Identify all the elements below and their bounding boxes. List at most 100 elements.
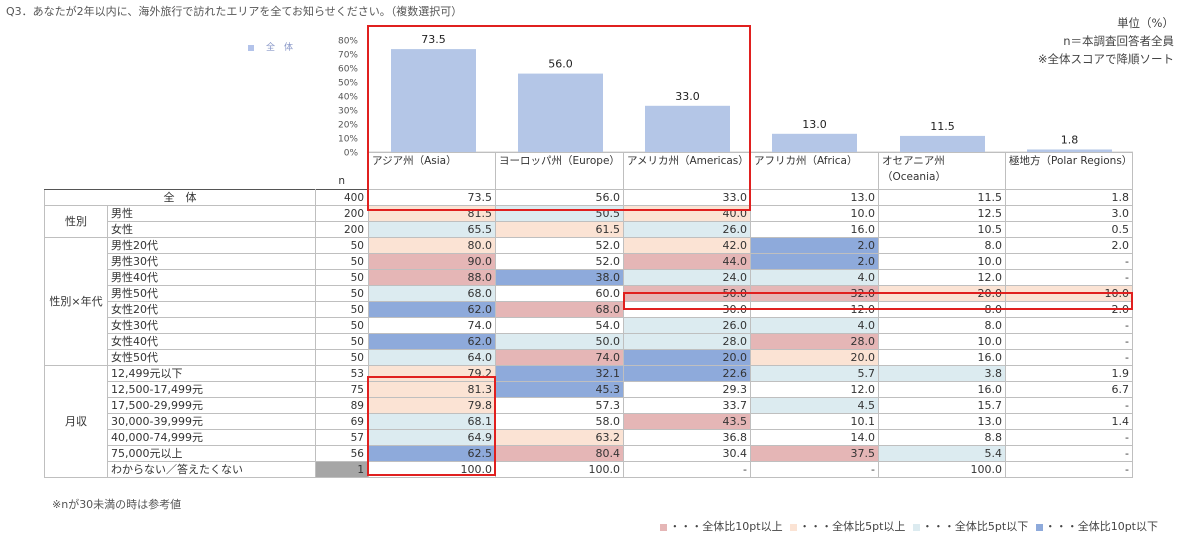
value-cell: 13.0: [878, 413, 1006, 430]
value-cell: 38.0: [495, 269, 624, 286]
value-cell: 56.0: [495, 189, 624, 206]
row-n: 50: [315, 285, 369, 302]
row-n: 50: [315, 349, 369, 366]
value-cell: 2.0: [750, 237, 879, 254]
legend-swatch: [248, 44, 254, 51]
value-cell: -: [1005, 429, 1133, 446]
legend-item-hi5: ・・・全体比5pt以上: [790, 520, 905, 533]
value-cell: 10.1: [750, 413, 879, 430]
value-cell: 1.8: [1005, 189, 1133, 206]
legend-swatch-hi10: [660, 523, 668, 531]
value-cell: 37.5: [750, 445, 879, 462]
table-row: 17,500-29,999元 89 79.8 57.3 33.7 4.5 15.7-: [45, 397, 1133, 414]
value-cell: -: [1005, 333, 1133, 350]
value-cell: 74.0: [368, 317, 496, 334]
row-label: 女性40代: [107, 333, 316, 350]
value-cell: 13.0: [750, 189, 879, 206]
value-cell: -: [1005, 461, 1133, 478]
value-cell: 80.0: [368, 237, 496, 254]
chart-legend: 全 体: [248, 40, 293, 53]
row-n: 50: [315, 301, 369, 318]
row-label: 30,000-39,999元: [107, 413, 316, 430]
bar: [391, 49, 476, 152]
legend-item-lo5: ・・・全体比5pt以下: [912, 520, 1029, 533]
y-tick-label: 80%: [338, 37, 358, 47]
table-row: 男性50代 50 68.0 60.0 50.0 32.0 20.0 10.0: [45, 285, 1133, 302]
value-cell: 33.0: [623, 189, 751, 206]
value-cell: 16.0: [878, 381, 1006, 398]
value-cell: 40.0: [623, 205, 751, 222]
value-cell: 62.5: [368, 445, 496, 462]
row-n: 50: [315, 269, 369, 286]
row-n: 1: [315, 461, 369, 478]
value-cell: 100.0: [878, 461, 1006, 478]
value-cell: 54.0: [495, 317, 624, 334]
y-tick-label: 40%: [338, 93, 358, 103]
y-tick-label: 60%: [338, 65, 358, 75]
bar-value-label: 56.0: [548, 58, 573, 71]
legend-swatch-lo5: [912, 523, 920, 531]
row-label: 女性50代: [107, 349, 316, 366]
table-row: わからない／答えたくない 1 100.0 100.0- -100.0-: [45, 461, 1133, 478]
value-cell: 61.5: [495, 221, 624, 238]
value-cell: 100.0: [368, 461, 496, 478]
value-cell: 20.0: [878, 285, 1006, 302]
value-cell: 68.0: [495, 301, 624, 318]
table-row: 全 体 400 73.5 56.0 33.0 13.0 11.5 1.8: [44, 189, 1133, 206]
legend-text-hi10: ・・・全体比10pt以上: [669, 520, 783, 533]
question-title: Q3．あなたが2年以内に、海外旅行で訪れたエリアを全てお知らせください。（複数選…: [6, 5, 463, 18]
bar-value-label: 11.5: [930, 120, 955, 133]
value-cell: -: [750, 461, 879, 478]
row-n: 400: [315, 189, 369, 206]
value-cell: 57.3: [495, 397, 624, 414]
row-group-label: 全 体: [44, 189, 316, 206]
row-n: 89: [315, 397, 369, 414]
value-cell: 8.0: [878, 237, 1006, 254]
column-header: アジア州（Asia）: [368, 152, 496, 190]
value-cell: 52.0: [495, 253, 624, 270]
row-n: 75: [315, 381, 369, 398]
value-cell: 60.0: [495, 285, 624, 302]
bar-value-label: 73.5: [421, 33, 446, 46]
value-cell: 4.0: [750, 269, 879, 286]
value-cell: 8.8: [878, 429, 1006, 446]
bar-value-label: 33.0: [675, 90, 700, 103]
value-cell: 50.5: [495, 205, 624, 222]
value-cell: -: [1005, 349, 1133, 366]
row-label: 40,000-74,999元: [107, 429, 316, 446]
value-cell: 28.0: [750, 333, 879, 350]
bar: [645, 105, 730, 152]
value-cell: 36.8: [623, 429, 751, 446]
value-cell: 81.3: [368, 381, 496, 398]
value-cell: 12.5: [878, 205, 1006, 222]
legend-item-lo10: ・・・全体比10pt以下: [1035, 520, 1158, 533]
table-row: 性別 男性 200 81.5 50.5 40.0 10.0 12.5 3.0: [44, 205, 1133, 238]
value-cell: 44.0: [623, 253, 751, 270]
row-n: 50: [315, 317, 369, 334]
value-cell: 28.0: [623, 333, 751, 350]
table-row: 30,000-39,999元 69 68.1 58.0 43.5 10.1 13.0 1.4: [45, 413, 1133, 430]
value-cell: 64.0: [368, 349, 496, 366]
y-tick-label: 0%: [344, 149, 359, 159]
row-label: 女性30代: [107, 317, 316, 334]
row-label: 女性20代: [107, 301, 316, 318]
value-cell: 15.7: [878, 397, 1006, 414]
legend-text-lo5: ・・・全体比5pt以下: [921, 520, 1029, 533]
value-cell: 8.0: [878, 317, 1006, 334]
value-cell: 52.0: [495, 237, 624, 254]
bar-chart: 0% 10% 20% 30% 40% 50% 60% 70% 80% 73.5 56.0 33.0 13…: [338, 33, 1133, 159]
legend-text-hi5: ・・・全体比5pt以上: [799, 520, 906, 533]
legend-text-lo10: ・・・全体比10pt以下: [1044, 520, 1158, 533]
value-cell: 5.7: [750, 365, 879, 382]
legend-label: 全 体: [266, 43, 294, 53]
row-n: 200: [315, 205, 369, 222]
color-legend: ・・・全体比10pt以上 ・・・全体比5pt以上 ・・・全体比5pt以下 ・・・…: [656, 518, 1158, 534]
value-cell: 79.8: [368, 397, 496, 414]
value-cell: 22.6: [623, 365, 751, 382]
row-n: 50: [315, 237, 369, 254]
row-n: 200: [315, 221, 369, 238]
bar-value-label: 13.0: [802, 118, 827, 131]
value-cell: 12.0: [750, 301, 879, 318]
scope-note: n＝本調査回答者全員: [1063, 34, 1174, 48]
header-blank: [45, 153, 108, 190]
